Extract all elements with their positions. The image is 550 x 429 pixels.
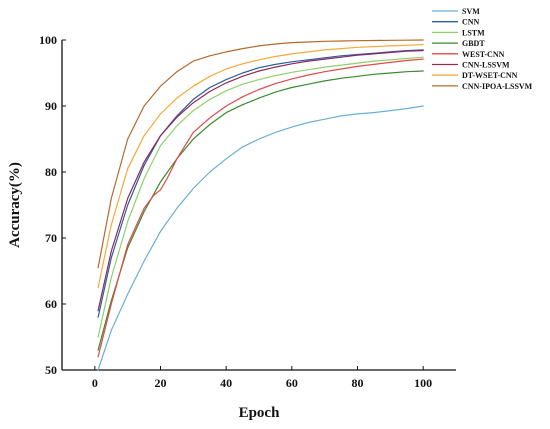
y-tick-label: 90	[45, 99, 57, 113]
series-layer	[97, 39, 424, 371]
series-line-cnn-lssvm	[97, 49, 424, 312]
x-tick-label: 100	[414, 376, 432, 390]
legend-label: CNN-LSSVM	[462, 61, 510, 70]
axes: 50 60 70 80 90 100 0 20 40 60 80 100	[39, 33, 456, 390]
y-tick-label: 60	[45, 297, 57, 311]
x-tick-label: 80	[352, 376, 364, 390]
legend-label: CNN-IPOA-LSSVM	[462, 82, 533, 91]
series-line-dt-wset-cnn	[97, 43, 424, 289]
y-tick-label: 70	[45, 231, 57, 245]
x-tick-label: 40	[220, 376, 232, 390]
legend-label: WEST-CNN	[462, 50, 505, 59]
y-tick-label: 80	[45, 165, 57, 179]
y-axis-label: Accuracy(%)	[7, 162, 23, 248]
legend-label: GBDT	[462, 39, 485, 48]
x-tick-label: 20	[155, 376, 167, 390]
series-line-cnn	[97, 49, 424, 318]
y-tick-label: 50	[45, 363, 57, 377]
x-axis-label: Epoch	[239, 405, 281, 421]
x-tick-label: 0	[92, 376, 98, 390]
x-tick-label: 60	[286, 376, 298, 390]
series-line-west-cnn	[97, 58, 424, 358]
legend-label: LSTM	[462, 28, 485, 37]
y-tick-label: 100	[39, 33, 57, 47]
legend-label: CNN	[462, 18, 480, 27]
series-line-lstm	[97, 56, 424, 338]
series-line-cnn-ipoa-lssvm	[97, 39, 424, 269]
series-line-svm	[97, 105, 424, 371]
legend-label: DT-WSET-CNN	[462, 71, 518, 80]
legend-label: SVM	[462, 7, 480, 16]
